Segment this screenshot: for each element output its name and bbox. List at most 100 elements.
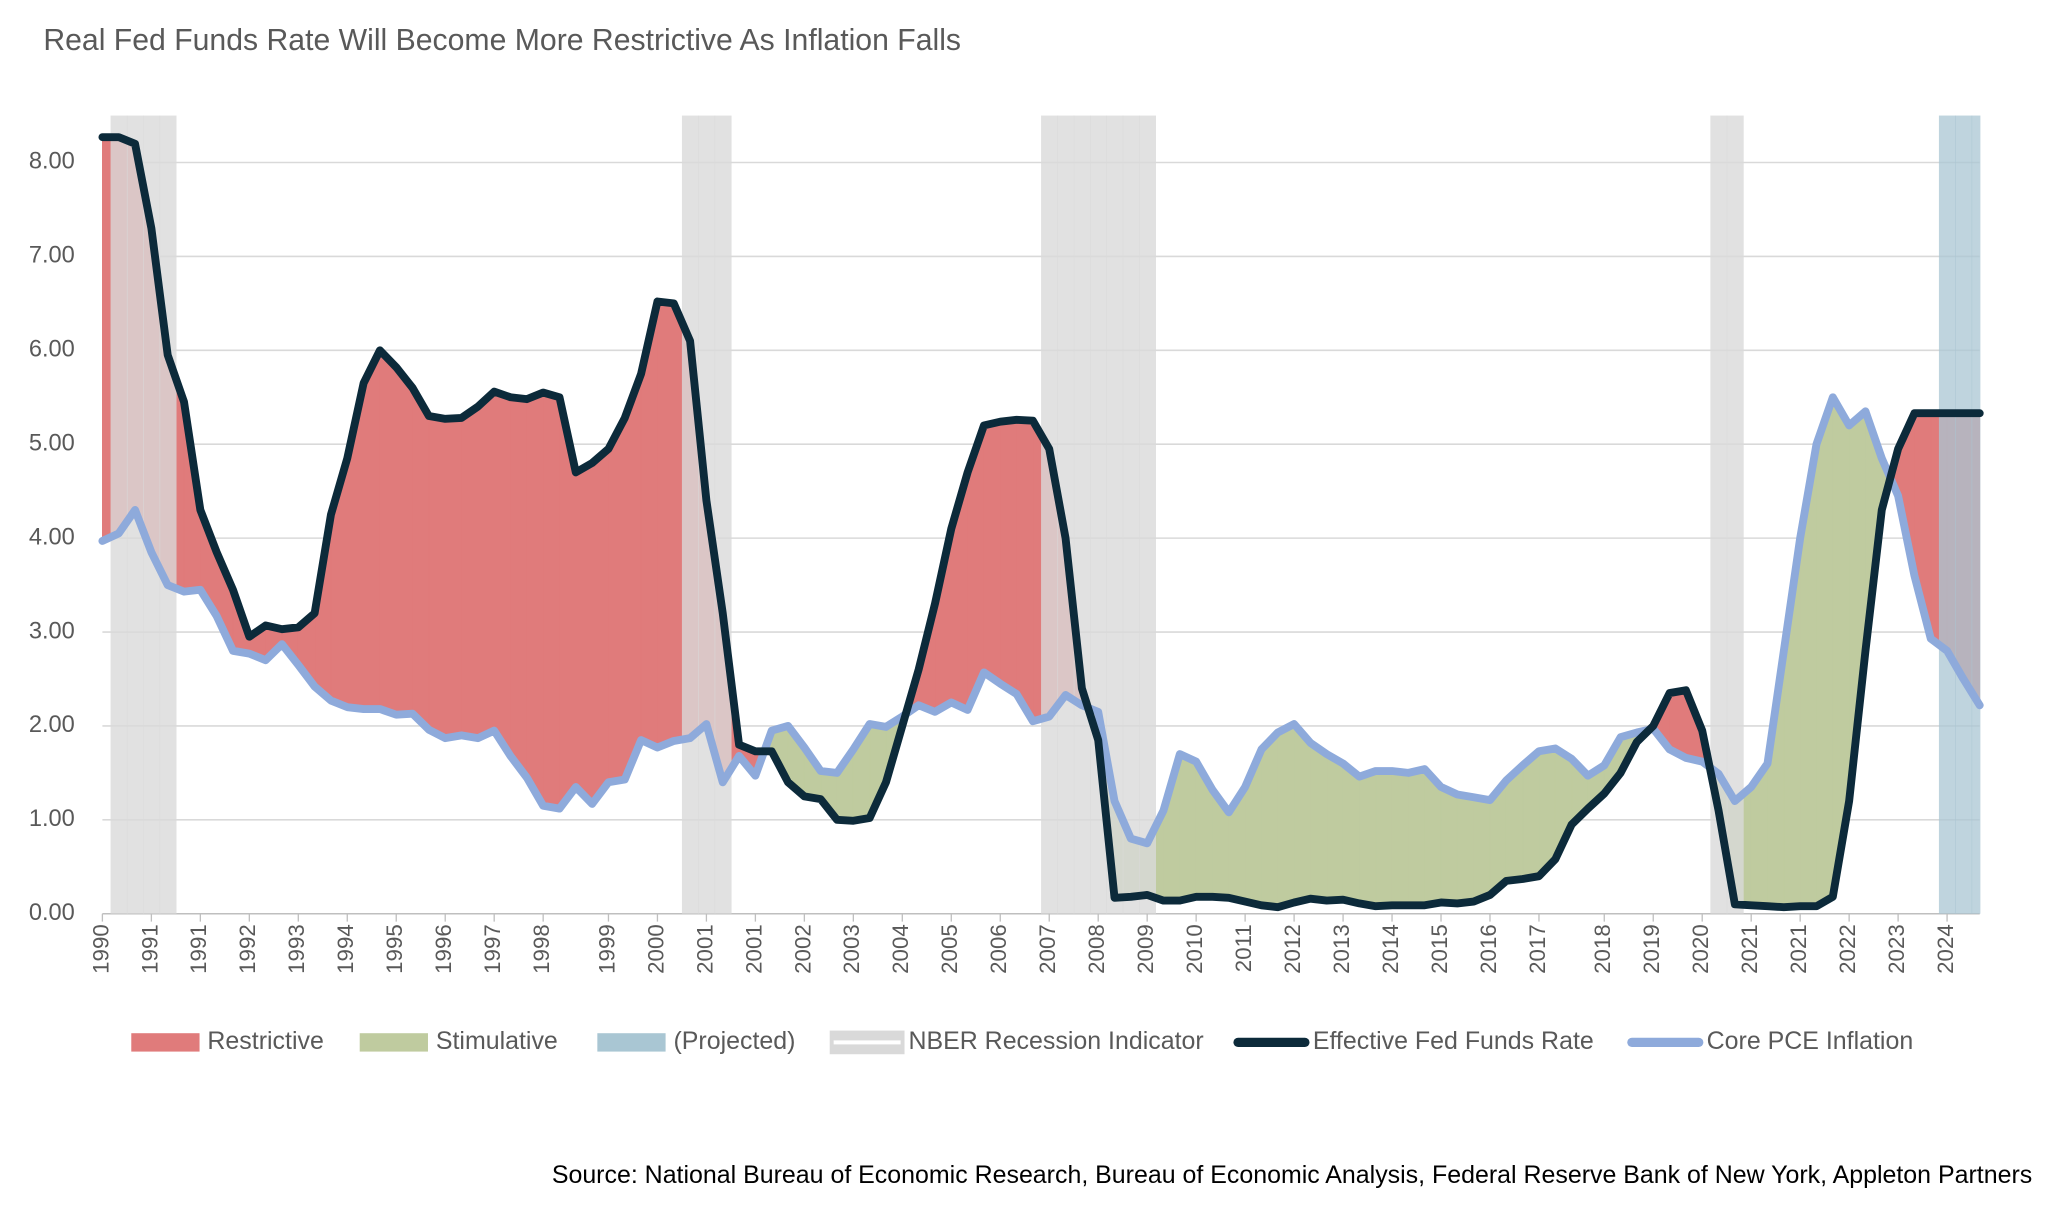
y-tick-label: 1.00 [29,806,75,832]
restrictive-area [379,349,397,716]
recession-band [1710,115,1728,914]
x-tick-label: 1990 [88,924,113,974]
restrictive-area [510,396,528,779]
restrictive-area [999,419,1017,695]
y-tick-label: 0.00 [29,900,75,926]
legend-label: Effective Fed Funds Rate [1313,1027,1594,1055]
stimulative-area [1816,397,1834,907]
stimulative-area [1359,770,1377,907]
restrictive-area [624,373,642,780]
x-tick-label: 2006 [986,924,1011,974]
x-tick-label: 2021 [1737,924,1762,974]
x-tick-label: 2011 [1231,924,1256,972]
restrictive-area [657,301,675,749]
x-tick-label: 2010 [1182,924,1207,974]
x-tick-label: 2014 [1378,924,1403,974]
x-tick-label: 2009 [1133,924,1158,974]
x-tick-label: 1996 [431,924,456,974]
y-tick-label: 2.00 [29,712,75,738]
projected-band [1971,115,1981,914]
projected-band [1955,115,1973,914]
y-tick-label: 4.00 [29,524,75,550]
restrictive-area [477,390,495,739]
x-tick-label: 1992 [235,924,260,974]
recession-band [1122,115,1140,914]
x-tick-label: 2003 [839,924,864,974]
stimulative-area [1375,770,1393,907]
x-tick-label: 2004 [888,924,913,974]
fed-funds-line [98,133,1984,912]
restrictive-area [526,391,544,808]
x-tick-label: 2020 [1688,924,1713,974]
restrictive-area [608,417,626,783]
y-tick-label: 8.00 [29,149,75,175]
legend-label: Stimulative [436,1027,558,1055]
stimulative-area [1261,731,1279,908]
legend-swatch [359,1033,428,1052]
restrictive-area [542,392,560,810]
restrictive-area [395,366,413,716]
recession-band [681,115,699,914]
x-tick-label: 1997 [480,924,505,974]
y-tick-label: 6.00 [29,337,75,363]
restrictive-area [575,462,593,805]
chart-title: Real Fed Funds Rate Will Become More Res… [43,24,961,57]
x-tick-label: 2000 [643,924,668,974]
stimulative-area [1473,796,1491,903]
x-tick-label: 2015 [1427,924,1452,974]
restrictive-area [461,405,479,739]
recession-band [159,115,177,914]
stimulative-area [1391,770,1409,906]
x-tick-label: 1991 [186,924,211,974]
x-tick-label: 2012 [1280,924,1305,974]
core-pce-line [98,393,1984,848]
restrictive-area [591,448,609,806]
y-tick-label: 3.00 [29,618,75,644]
x-tick-label: 1991 [137,924,162,974]
x-tick-label: 2024 [1933,924,1958,974]
x-tick-label: 2008 [1084,924,1109,974]
legend-label: NBER Recession Indicator [908,1027,1203,1055]
stimulative-area [1293,723,1311,903]
restrictive-area [363,350,381,710]
recession-band [1106,115,1124,914]
restrictive-area [1016,419,1034,723]
x-tick-label: 2018 [1590,924,1615,974]
x-tick-label: 1995 [382,924,407,974]
x-tick-label: 1994 [333,924,358,974]
legend-swatch [597,1033,666,1052]
y-tick-label: 7.00 [29,243,75,269]
restrictive-area [983,421,1001,685]
source-note: Source: National Bureau of Economic Rese… [552,1161,2032,1189]
x-tick-label: 2001 [741,924,766,974]
x-tick-label: 2022 [1835,924,1860,974]
legend-label: (Projected) [673,1027,795,1055]
recession-band [1057,115,1075,914]
x-tick-label: 2023 [1884,924,1909,974]
x-tick-label: 2017 [1525,924,1550,974]
x-tick-label: 2005 [937,924,962,974]
y-tick-label: 5.00 [29,430,75,456]
x-tick-label: 1999 [594,924,619,974]
x-tick-label: 2013 [1329,924,1354,974]
stimulative-area [1407,768,1426,906]
stimulative-area [1342,762,1360,904]
stimulative-area [1179,753,1197,902]
stimulative-area [1440,786,1458,904]
stimulative-area [1310,742,1328,902]
recession-band [1139,115,1156,914]
x-tick-label: 2019 [1639,924,1664,974]
legend-label: Core PCE Inflation [1707,1027,1914,1055]
stimulative-area [1326,753,1344,902]
x-tick-label: 2016 [1476,924,1501,974]
stimulative-area [1522,750,1540,880]
x-tick-label: 2001 [692,924,717,974]
restrictive-area [493,391,511,758]
legend-swatch [131,1033,200,1052]
recession-band [1041,115,1059,914]
legend-label: Restrictive [207,1027,323,1055]
x-tick-label: 2021 [1786,924,1811,974]
restrictive-area [428,415,446,739]
